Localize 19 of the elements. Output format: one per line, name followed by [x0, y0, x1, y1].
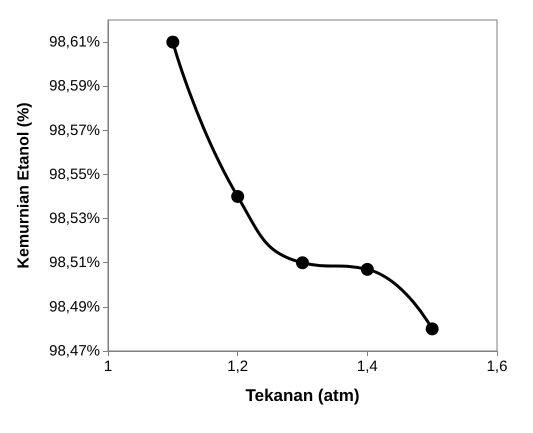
y-tick-label: 98,57%: [49, 122, 100, 139]
y-tick-label: 98,55%: [49, 166, 100, 183]
y-axis-title: Kemurnian Etanol (%): [16, 102, 32, 269]
x-tick-label: 1,4: [356, 358, 378, 375]
y-tick-label: 98,47%: [49, 342, 100, 360]
y-tick-label: 98,59%: [49, 78, 100, 95]
x-tick-label: 1: [104, 358, 112, 375]
x-axis-title: Tekanan (atm): [246, 386, 360, 405]
x-tick-label: 1,6: [486, 358, 508, 375]
y-tick-label: 98,51%: [49, 254, 100, 272]
y-tick-label: 98,61%: [49, 34, 100, 51]
x-tick-label: 1,2: [227, 358, 248, 375]
y-tick-label: 98,49%: [49, 298, 100, 316]
point: [360, 262, 374, 276]
point: [426, 322, 439, 336]
point: [166, 36, 180, 49]
y-tick-label: 98,53%: [49, 210, 100, 228]
point: [296, 256, 309, 270]
point: [231, 190, 244, 204]
